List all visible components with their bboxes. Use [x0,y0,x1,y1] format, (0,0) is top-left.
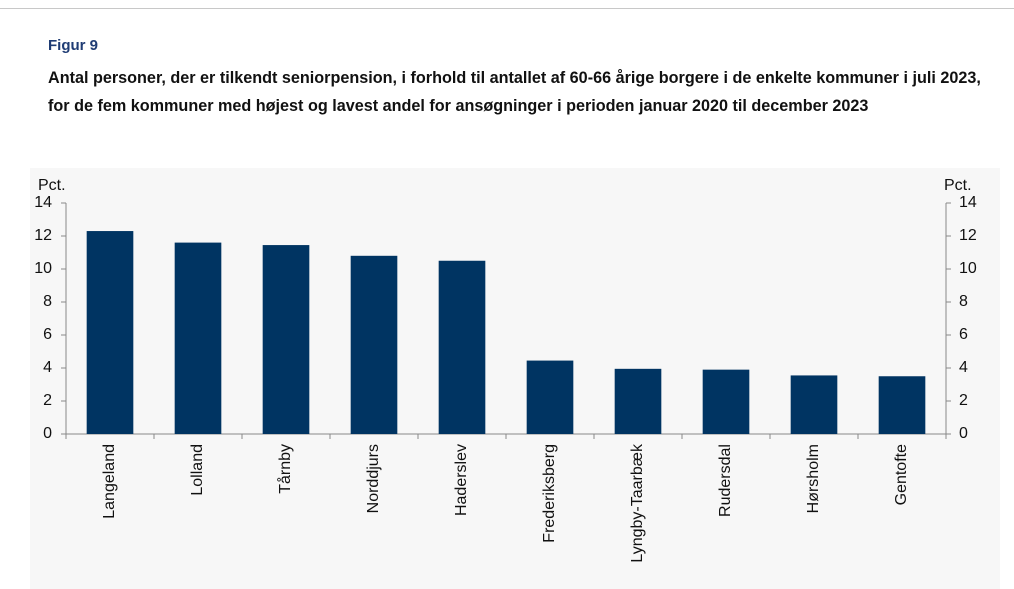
figure-label: Figur 9 [48,37,99,54]
y2-tick-label: 0 [959,425,968,442]
x-tick-label: Hørsholm [805,444,822,513]
x-tick-label: Norddjurs [365,444,382,513]
y-tick-label: 14 [34,194,52,211]
x-tick-label: Tårnby [276,444,294,494]
bar [86,231,134,434]
y2-tick-label: 12 [959,227,977,244]
y2-tick-label: 4 [959,359,968,376]
y2-tick-label: 14 [959,194,977,211]
y-axis-label: Pct. [38,177,66,194]
x-tick-label: Lyngby-Taarbæk [629,443,646,563]
y-tick-label: 0 [43,425,52,442]
bar [262,245,310,434]
y2-tick-label: 6 [959,326,968,343]
y-tick-label: 4 [43,359,52,376]
y-tick-label: 2 [43,392,52,409]
bar [790,375,838,434]
x-tick-label: Rudersdal [717,444,734,517]
bar [614,368,662,434]
y-tick-label: 12 [34,227,52,244]
bar [702,369,750,434]
y2-tick-label: 10 [959,260,977,277]
y2-tick-label: 2 [959,392,968,409]
bar [350,255,398,434]
y-tick-label: 8 [43,293,52,310]
x-tick-label: Frederiksberg [541,444,558,543]
chart-title: Antal personer, der er tilkendt seniorpe… [48,69,981,115]
y2-tick-label: 8 [959,293,968,310]
bar [526,360,574,434]
bar [878,376,926,434]
y-tick-label: 10 [34,260,52,277]
bar [438,260,486,434]
y2-axis-label: Pct. [944,177,972,194]
x-tick-label: Gentofte [893,444,910,505]
divider [0,8,1014,9]
y-tick-label: 6 [43,326,52,343]
x-tick-label: Langeland [101,444,118,519]
bar [174,242,222,434]
x-tick-label: Lolland [189,444,206,496]
x-tick-label: Haderslev [453,444,470,516]
